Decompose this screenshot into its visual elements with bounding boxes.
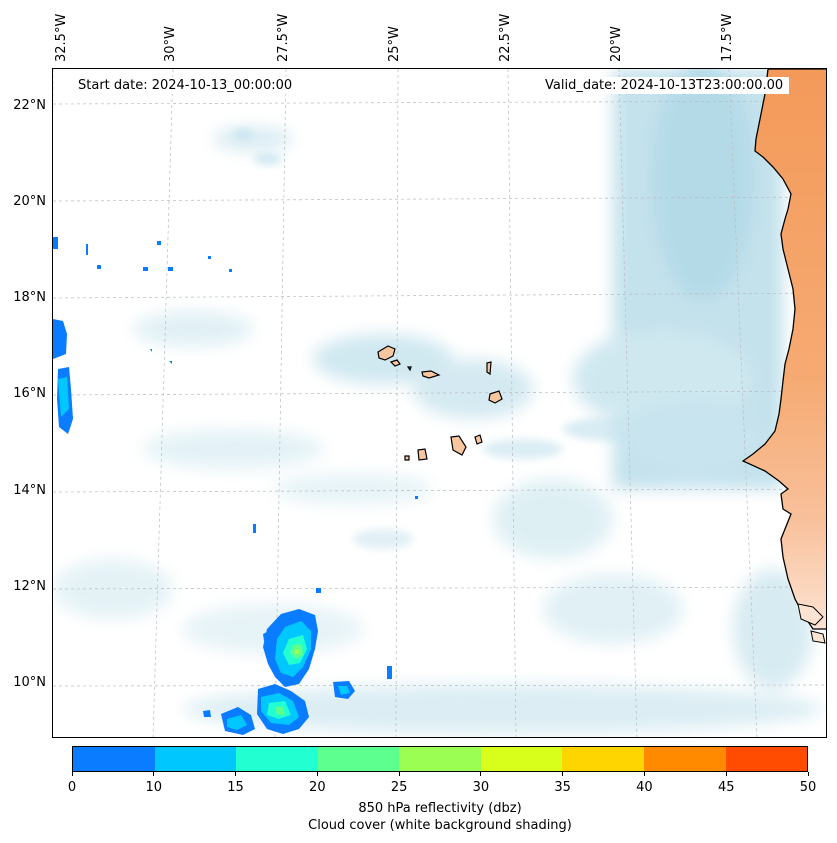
start-date-label: Start date: 2024-10-13_00:00:00 [72,77,299,94]
lon-label-17-5w: 17.5°W [720,13,735,62]
lat-label-12n: 12°N [13,579,46,594]
colorbar-tick-label: 25 [390,780,408,795]
colorbar-tick-mark [725,772,727,776]
colorbar-segment [399,747,481,771]
lat-label-10n: 10°N [13,675,46,690]
colorbar-tick-mark [807,772,809,776]
lon-label-32-5w: 32.5°W [54,13,69,62]
colorbar-segment [643,747,726,771]
colorbar-segment [236,747,318,771]
colorbar-tick-mark [480,772,482,776]
colorbar-segment [725,747,808,771]
colorbar-tick-label: 35 [554,780,571,795]
reflectivity-echoes [53,237,418,735]
colorbar-tick-label: 45 [717,780,735,795]
colorbar-sublabel: Cloud cover (white background shading) [308,818,572,833]
africa-coast [741,69,826,644]
colorbar-tick-mark [398,772,400,776]
colorbar-tick-label: 0 [67,780,77,795]
colorbar-tick-label: 10 [145,780,163,795]
colorbar-tick-label: 20 [309,780,326,795]
lat-label-18n: 18°N [13,290,46,305]
cloud-cover-shading [53,69,823,734]
colorbar-segment [480,747,563,771]
colorbar-segment [317,747,400,771]
colorbar-tick-mark [562,772,564,776]
colorbar-tick-label: 30 [472,780,490,795]
colorbar-label: 850 hPa reflectivity (dbz) [358,801,522,816]
colorbar-segment [154,747,237,771]
lon-label-20w: 20°W [609,26,624,62]
lon-label-22-5w: 22.5°W [498,13,513,62]
colorbar-tick-label: 50 [799,780,817,795]
lat-label-16n: 16°N [13,386,46,401]
lon-label-27-5w: 27.5°W [276,13,291,62]
map-area[interactable] [52,68,827,738]
colorbar-tick-mark [643,772,645,776]
colorbar-tick-label: 40 [636,780,653,795]
lon-label-30w: 30°W [163,26,178,62]
lon-label-25w: 25°W [387,26,402,62]
colorbar-tick-mark [316,772,318,776]
colorbar-tick-mark [71,772,73,776]
map-canvas [53,69,826,737]
lat-label-22n: 22°N [13,98,46,113]
cape-verde-islands [377,345,503,461]
colorbar-tick-mark [153,772,155,776]
valid-date-label: Valid_date: 2024-10-13T23:00:00.00 [539,77,790,94]
colorbar-tick-mark [235,772,237,776]
colorbar-segment [562,747,644,771]
colorbar-tick-label: 15 [227,780,244,795]
colorbar-segment [73,747,155,771]
reflectivity-colorbar [72,746,808,772]
lat-label-14n: 14°N [13,483,46,498]
lat-label-20n: 20°N [13,194,46,209]
